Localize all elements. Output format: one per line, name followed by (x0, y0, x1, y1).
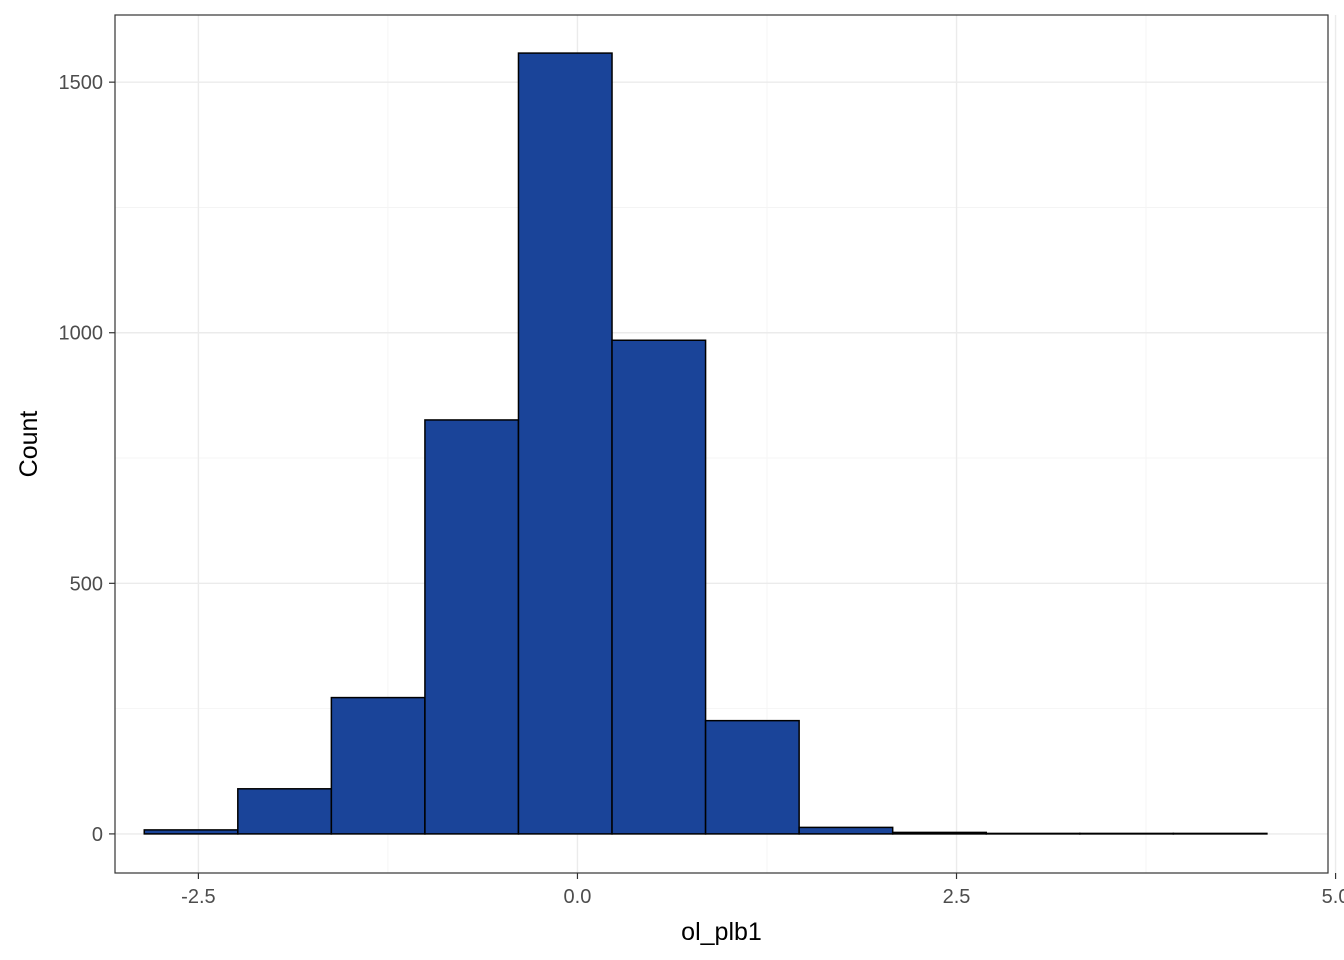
x-axis-ticks: -2.5 0.0 2.5 5.0 (181, 873, 1344, 908)
histogram-bar (891, 831, 987, 835)
histogram-bar (611, 339, 707, 835)
histogram-bar (985, 832, 1081, 835)
histogram-bar (798, 826, 894, 835)
y-axis-ticks: 0 500 1000 1500 (59, 72, 115, 846)
y-tick-label: 500 (70, 573, 103, 595)
histogram-bar (424, 419, 520, 835)
x-tick-label: 2.5 (943, 886, 971, 908)
histogram-bar (1079, 832, 1175, 835)
histogram-bar (1172, 832, 1268, 835)
histogram-bars (143, 52, 1268, 835)
x-tick-label: -2.5 (181, 886, 215, 908)
panel-border (114, 14, 1329, 874)
histogram-bar (704, 719, 800, 835)
histogram-bar (330, 696, 426, 835)
histogram-bar (517, 52, 613, 835)
x-axis-title: ol_plb1 (681, 918, 762, 946)
y-tick-label: 1500 (59, 72, 104, 94)
histogram-bar (237, 788, 333, 835)
x-tick-label: 0.0 (564, 886, 592, 908)
x-tick-label: 5.0 (1322, 886, 1344, 908)
minor-gridlines (115, 15, 1328, 873)
y-tick-label: 0 (92, 824, 103, 846)
y-tick-label: 1000 (59, 323, 104, 345)
y-axis-title: Count (15, 411, 43, 478)
histogram-bar (143, 829, 239, 835)
